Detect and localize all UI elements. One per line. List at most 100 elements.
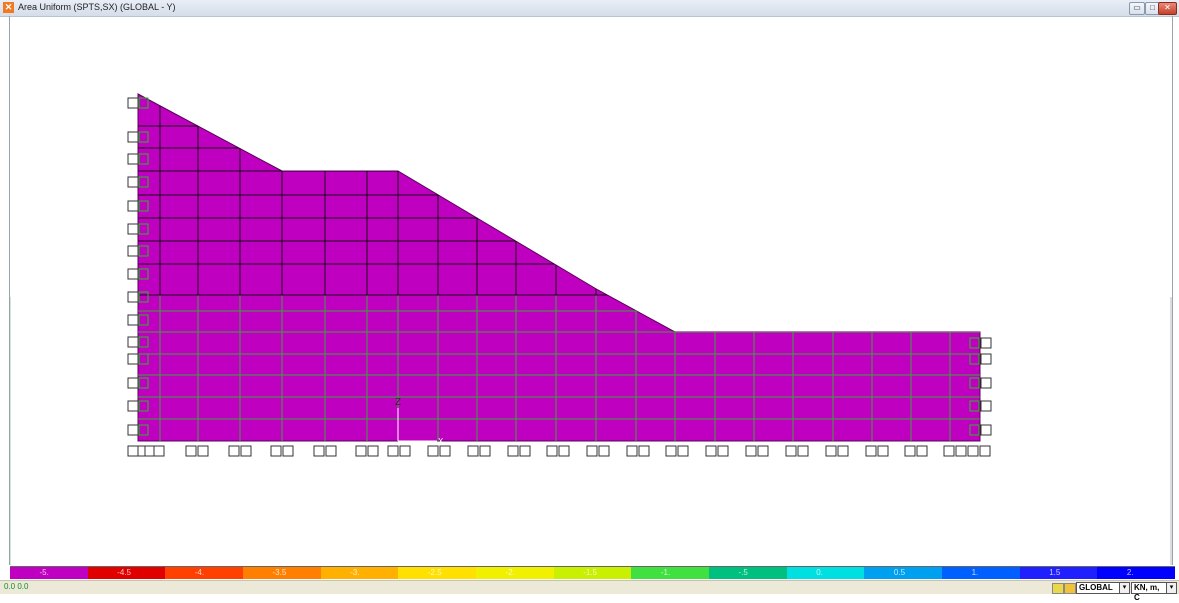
- support-icon: [877, 445, 889, 457]
- restraint-icon: [138, 400, 149, 412]
- close-button[interactable]: ✕: [1158, 2, 1177, 15]
- support-icon: [916, 445, 928, 457]
- window-border-left: [9, 16, 10, 565]
- support-icon: [638, 445, 650, 457]
- support-icon: [270, 445, 282, 457]
- support-icon: [127, 314, 139, 326]
- legend-label: -1.: [660, 568, 671, 577]
- support-icon: [717, 445, 729, 457]
- restraint-icon: [138, 153, 149, 165]
- restraint-icon: [138, 223, 149, 235]
- support-icon: [282, 445, 294, 457]
- support-icon: [598, 445, 610, 457]
- legend-segment: -3.5: [243, 567, 321, 579]
- legend-segment: 2.: [1097, 567, 1176, 579]
- legend-label: -4.: [194, 568, 205, 577]
- support-icon: [705, 445, 717, 457]
- support-icon: [127, 353, 139, 365]
- support-icon: [785, 445, 797, 457]
- window-border-right: [1172, 16, 1173, 565]
- soil-region: [137, 93, 981, 442]
- restraint-icon: [138, 314, 149, 326]
- support-icon: [127, 268, 139, 280]
- support-icon: [980, 337, 992, 349]
- restraint-icon: [138, 245, 149, 257]
- legend-segment: -3.: [320, 567, 399, 579]
- model-view[interactable]: ZX: [9, 17, 1172, 565]
- restraint-icon: [138, 377, 149, 389]
- z-axis-label: Z: [395, 397, 401, 408]
- support-icon: [546, 445, 558, 457]
- restraint-icon: [138, 353, 149, 365]
- legend-label: 2.: [1126, 568, 1134, 577]
- minimize-button[interactable]: ▭: [1129, 2, 1145, 15]
- legend-label: -.5: [738, 568, 748, 577]
- support-icon: [943, 445, 955, 457]
- restraint-icon: [969, 353, 980, 365]
- restraint-icon: [138, 176, 149, 188]
- support-icon: [127, 131, 139, 143]
- support-icon: [439, 445, 451, 457]
- legend-label: 0.5: [893, 568, 906, 577]
- lock-icon[interactable]: [1052, 583, 1064, 594]
- status-coordinates: 0.0 0.0: [4, 582, 29, 591]
- support-icon: [979, 445, 991, 457]
- support-icon: [197, 445, 209, 457]
- restraint-icon: [138, 424, 149, 436]
- support-icon: [127, 424, 139, 436]
- support-icon: [904, 445, 916, 457]
- legend-segment: 0.: [786, 567, 865, 579]
- legend-segment: -2.: [476, 567, 554, 579]
- support-icon: [980, 424, 992, 436]
- restraint-icon: [969, 400, 980, 412]
- legend-segment: -1.5: [553, 567, 632, 579]
- support-icon: [980, 353, 992, 365]
- support-icon: [127, 400, 139, 412]
- support-icon: [127, 291, 139, 303]
- support-icon: [837, 445, 849, 457]
- support-icon: [127, 245, 139, 257]
- support-icon: [626, 445, 638, 457]
- support-icon: [228, 445, 240, 457]
- support-icon: [479, 445, 491, 457]
- legend-label: -4.5: [117, 568, 131, 577]
- coord-system-dropdown-icon[interactable]: ▾: [1119, 582, 1130, 594]
- legend-label: 1.5: [1049, 568, 1061, 577]
- units-dropdown-icon[interactable]: ▾: [1166, 582, 1177, 594]
- support-icon: [127, 176, 139, 188]
- support-icon: [127, 377, 139, 389]
- support-icon: [519, 445, 531, 457]
- legend-segment: 1.: [942, 567, 1020, 579]
- support-icon: [745, 445, 757, 457]
- legend-segment: -.5: [709, 567, 787, 579]
- support-icon: [980, 400, 992, 412]
- legend-segment: -4.5: [87, 567, 166, 579]
- support-icon: [127, 223, 139, 235]
- legend-segment: -4.: [165, 567, 244, 579]
- support-icon: [387, 445, 399, 457]
- coord-system-select[interactable]: GLOBAL: [1076, 582, 1120, 594]
- units-select[interactable]: KN, m, C: [1131, 582, 1169, 602]
- support-icon: [825, 445, 837, 457]
- support-icon: [367, 445, 379, 457]
- support-icon: [355, 445, 367, 457]
- legend-label: -2.5: [427, 568, 442, 577]
- restraint-icon: [138, 291, 149, 303]
- restraint-icon: [969, 424, 980, 436]
- support-icon: [757, 445, 769, 457]
- restraint-icon: [138, 97, 149, 109]
- support-icon: [127, 153, 139, 165]
- support-icon: [980, 377, 992, 389]
- window-titlebar[interactable]: ✕ Area Uniform (SPTS,SX) (GLOBAL - Y) ▭ …: [0, 0, 1179, 17]
- restraint-icon: [969, 377, 980, 389]
- window-title: Area Uniform (SPTS,SX) (GLOBAL - Y): [18, 2, 176, 12]
- restraint-icon: [138, 268, 149, 280]
- legend-segment: -1.: [631, 567, 710, 579]
- sap2000-x-icon: ✕: [3, 2, 14, 13]
- legend-label: -2.: [505, 568, 515, 577]
- support-icon: [399, 445, 411, 457]
- snap-icon[interactable]: [1064, 583, 1076, 594]
- support-icon: [967, 445, 979, 457]
- support-icon: [185, 445, 197, 457]
